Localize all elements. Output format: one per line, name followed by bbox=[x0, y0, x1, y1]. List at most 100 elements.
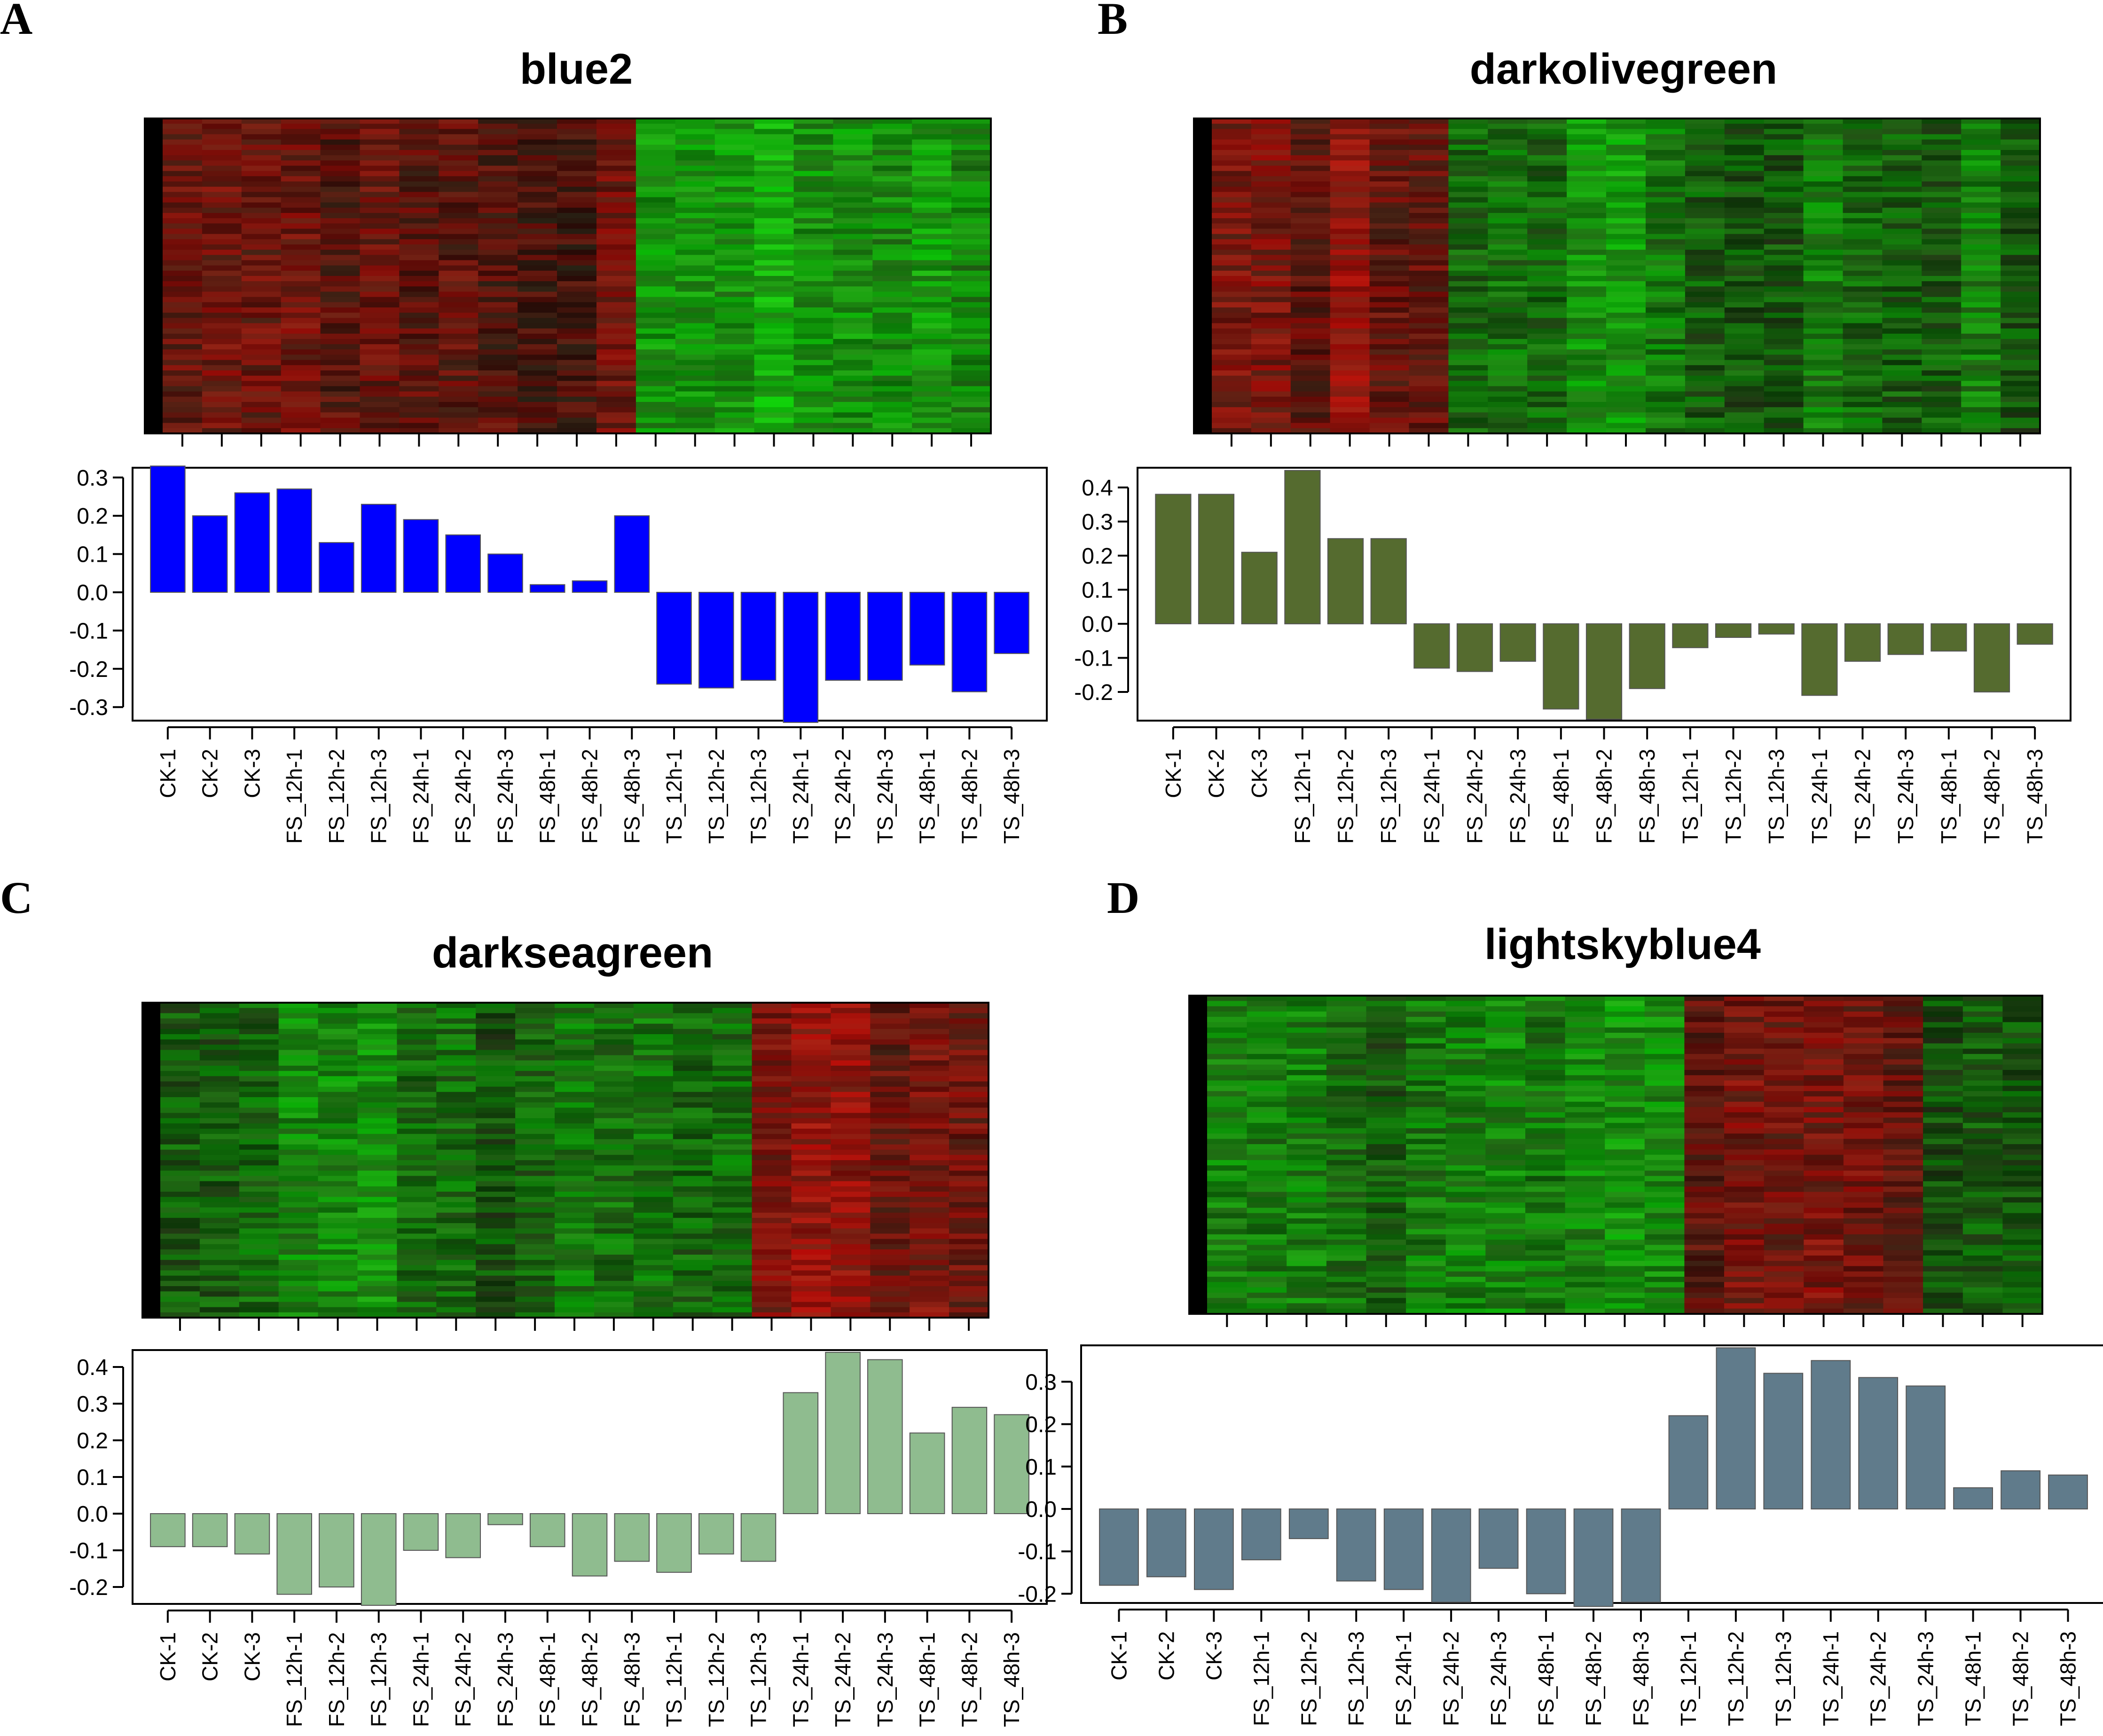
x-tick-label: FS_12h-2 bbox=[1334, 749, 1358, 844]
bar-TS_12h-1 bbox=[656, 592, 692, 685]
heatmap-column bbox=[1212, 118, 1252, 434]
heatmap-column bbox=[754, 118, 794, 434]
x-tick-label: TS_48h-3 bbox=[999, 1632, 1024, 1727]
heatmap-column bbox=[1207, 996, 1248, 1314]
bar-TS_24h-3 bbox=[867, 592, 903, 681]
y-tick-label: -0.2 bbox=[69, 1575, 108, 1600]
y-tick-label: -0.1 bbox=[1018, 1540, 1057, 1564]
y-tick-label: 0.2 bbox=[77, 504, 108, 529]
bar-TS_48h-1 bbox=[909, 1432, 945, 1514]
x-tick-label: FS_48h-2 bbox=[1581, 1631, 1606, 1726]
x-tick-label: TS_12h-2 bbox=[1724, 1631, 1748, 1726]
heatmap-column bbox=[714, 118, 755, 434]
heatmap-column bbox=[557, 118, 597, 434]
x-tick-label: FS_12h-1 bbox=[282, 1632, 306, 1727]
y-tick-label: -0.2 bbox=[1018, 1582, 1057, 1607]
chart-title: blue2 bbox=[520, 45, 633, 93]
bar-TS_12h-1 bbox=[656, 1513, 692, 1573]
heatmap-column bbox=[1406, 996, 1446, 1314]
heatmap-column bbox=[1843, 118, 1883, 434]
bar-TS_48h-3 bbox=[994, 592, 1029, 654]
x-axis: CK-1 CK-2 CK-3 FS_12h-1 FS_12h-2 FS_12h-3 FS_2… bbox=[156, 726, 1024, 844]
bar-FS_48h-2 bbox=[572, 1513, 608, 1577]
bar-FS_48h-3 bbox=[614, 515, 650, 593]
x-axis: CK-1 CK-2 CK-3 FS_12h-1 FS_12h-2 FS_12h-3 FS_2… bbox=[1106, 1609, 2080, 1726]
bar-FS_48h-2 bbox=[1585, 623, 1623, 720]
bar-TS_48h-2 bbox=[951, 1406, 988, 1515]
heatmap-column bbox=[318, 1003, 358, 1318]
bar-TS_24h-3 bbox=[1906, 1385, 1946, 1509]
heatmap-column bbox=[1923, 996, 1963, 1314]
x-tick-label: FS_12h-3 bbox=[1344, 1631, 1368, 1726]
bar-TS_12h-1 bbox=[1672, 623, 1709, 648]
x-tick-label: FS_24h-3 bbox=[493, 1632, 518, 1727]
bar-TS_48h-3 bbox=[2017, 623, 2053, 645]
x-tick-label: CK-3 bbox=[1201, 1631, 1226, 1681]
bar-TS_48h-3 bbox=[994, 1414, 1029, 1514]
x-tick-label: TS_48h-2 bbox=[957, 1632, 981, 1727]
x-tick-label: TS_24h-1 bbox=[1807, 749, 1832, 844]
chart-title: darkseagreen bbox=[432, 929, 713, 977]
x-tick-label: TS_12h-1 bbox=[662, 749, 686, 844]
bar-TS_48h-1 bbox=[1953, 1487, 1993, 1509]
bar-TS_48h-2 bbox=[2001, 1470, 2041, 1510]
x-tick-label: TS_12h-1 bbox=[1678, 749, 1703, 844]
bar-CK-3 bbox=[1241, 551, 1278, 625]
bar-TS_12h-2 bbox=[1716, 1347, 1756, 1509]
heatmap-column bbox=[1684, 996, 1725, 1314]
x-tick-label: FS_24h-1 bbox=[408, 1632, 433, 1727]
bar-chart: 0.3 0.2 0.1 0.0 -0.1 -0.2 -0.3 CK-1 CK-2 CK-3 FS_1… bbox=[69, 465, 1048, 844]
heatmap-column bbox=[397, 1003, 437, 1318]
heatmap-column bbox=[278, 1003, 319, 1318]
bar-FS_12h-1 bbox=[276, 488, 313, 593]
heatmap-column bbox=[596, 118, 636, 434]
x-tick-label: CK-2 bbox=[198, 749, 222, 798]
bar-FS_12h-3 bbox=[1370, 538, 1407, 625]
y-axis: 0.4 0.3 0.2 0.1 0.0 -0.1 -0.2 bbox=[1074, 476, 1129, 705]
bar-TS_12h-2 bbox=[698, 592, 734, 689]
heatmap-column bbox=[1527, 118, 1567, 434]
heatmap-column bbox=[555, 1003, 595, 1318]
x-tick-label: TS_48h-3 bbox=[2023, 749, 2047, 844]
bar-FS_48h-3 bbox=[1621, 1508, 1661, 1603]
bar-CK-2 bbox=[192, 515, 228, 593]
heatmap-column bbox=[793, 118, 833, 434]
y-tick-label: 0.1 bbox=[77, 1465, 108, 1490]
x-axis: CK-1 CK-2 CK-3 FS_12h-1 FS_12h-2 FS_12h-3 FS_2… bbox=[156, 1610, 1024, 1727]
y-tick-label: 0.3 bbox=[1082, 510, 1113, 535]
bar-TS_48h-1 bbox=[909, 592, 945, 666]
heatmap-column bbox=[1764, 996, 1804, 1314]
chart-title: darkolivegreen bbox=[1470, 45, 1778, 93]
heatmap bbox=[144, 118, 992, 447]
x-tick-label: CK-3 bbox=[240, 1632, 264, 1681]
bar-FS_12h-1 bbox=[1284, 470, 1321, 625]
bar-FS_12h-2 bbox=[319, 1513, 354, 1587]
y-axis: 0.3 0.2 0.1 0.0 -0.1 -0.2 bbox=[1018, 1370, 1073, 1607]
plot-frame bbox=[132, 1349, 1048, 1605]
x-tick-label: TS_24h-3 bbox=[873, 1632, 897, 1727]
bar-FS_24h-3 bbox=[1478, 1508, 1519, 1569]
x-tick-label: CK-1 bbox=[156, 1632, 180, 1681]
bar-CK-1 bbox=[150, 465, 186, 593]
x-tick-label: FS_48h-1 bbox=[535, 1632, 560, 1727]
x-tick-label: CK-2 bbox=[1154, 1631, 1178, 1681]
heatmap-column bbox=[357, 1003, 397, 1318]
bar-FS_24h-1 bbox=[403, 1513, 439, 1551]
x-tick-label: TS_48h-2 bbox=[2009, 1631, 2033, 1726]
heatmap-frame bbox=[141, 1002, 989, 1319]
heatmap-column bbox=[1567, 118, 1607, 434]
y-tick-label: 0.3 bbox=[1025, 1370, 1057, 1395]
bar-TS_24h-1 bbox=[783, 1392, 819, 1515]
x-tick-label: TS_48h-2 bbox=[957, 749, 981, 844]
heatmap-column bbox=[1525, 996, 1566, 1314]
bar-FS_12h-2 bbox=[1288, 1508, 1329, 1540]
heatmap-column bbox=[1883, 996, 1923, 1314]
bar-TS_12h-2 bbox=[1715, 623, 1752, 638]
heatmap-column bbox=[163, 118, 203, 434]
x-tick-label: TS_24h-2 bbox=[831, 1632, 855, 1727]
heatmap-column bbox=[912, 118, 952, 434]
heatmap-column bbox=[1247, 996, 1287, 1314]
